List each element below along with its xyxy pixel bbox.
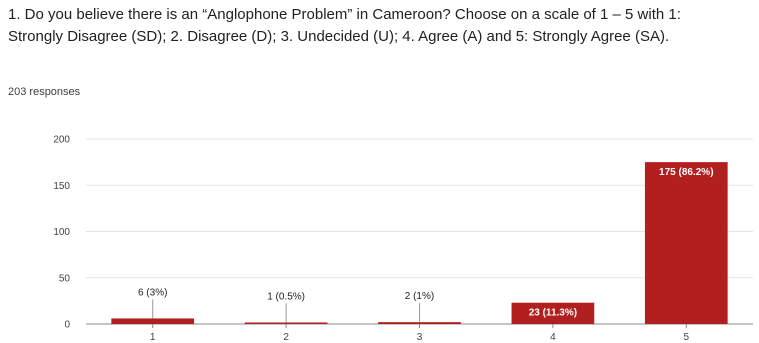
y-tick-label: 150: [53, 181, 70, 192]
bar: [244, 322, 328, 324]
y-tick-label: 0: [64, 320, 70, 331]
y-tick-label: 50: [59, 273, 71, 284]
bar: [511, 302, 595, 324]
data-label: 175 (86.2%): [659, 167, 713, 178]
x-tick-label: 4: [550, 332, 556, 343]
data-label: 1 (0.5%): [267, 292, 305, 303]
y-tick-label: 100: [53, 227, 70, 238]
y-tick-label: 200: [53, 135, 70, 146]
data-label: 23 (11.3%): [529, 308, 577, 319]
bar: [644, 162, 728, 324]
question-title: 1. Do you believe there is an “Anglophon…: [8, 6, 681, 45]
data-label: 2 (1%): [405, 291, 434, 302]
x-tick-label: 2: [283, 332, 289, 343]
bar: [378, 322, 461, 324]
data-labels: 6 (3%) 1 (0.5%) 2 (1%) 23 (11.3%) 175 (86.2%…: [138, 167, 714, 323]
x-tick-label: 3: [417, 332, 423, 343]
bar: [111, 318, 195, 324]
x-axis-ticks: 1 2 3 4 5: [150, 324, 690, 343]
x-tick-label: 1: [150, 332, 156, 343]
x-tick-label: 5: [684, 332, 690, 343]
y-axis-ticks: 0 50 100 150 200: [53, 135, 70, 331]
data-label: 6 (3%): [138, 287, 167, 298]
response-count: 203 responses: [8, 86, 81, 98]
bars: [111, 162, 728, 324]
